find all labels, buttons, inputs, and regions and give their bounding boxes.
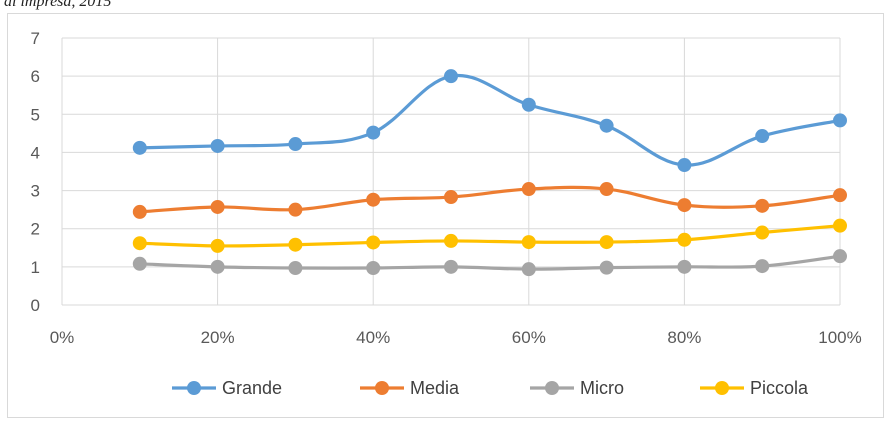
y-tick-label: 6 — [31, 67, 40, 86]
legend-label-grande: Grande — [222, 378, 282, 398]
x-tick-label: 60% — [512, 328, 546, 347]
data-point-media — [599, 182, 614, 197]
series-line-grande — [138, 73, 842, 167]
series-points — [132, 69, 847, 277]
x-axis-tick-labels: 0% 20% 40% 60% 80% 100% — [50, 328, 862, 347]
x-tick-label: 0% — [50, 328, 75, 347]
data-point-grande — [599, 118, 614, 133]
data-point-grande — [755, 129, 770, 144]
data-point-micro — [366, 261, 381, 276]
data-point-piccola — [288, 237, 303, 252]
legend-label-media: Media — [410, 378, 460, 398]
data-point-micro — [521, 262, 536, 277]
legend-label-micro: Micro — [580, 378, 624, 398]
legend-marker-grande — [187, 381, 201, 395]
data-point-media — [288, 202, 303, 217]
data-point-media — [833, 188, 847, 203]
x-tick-label: 20% — [201, 328, 235, 347]
series-line-media — [138, 185, 842, 214]
data-point-micro — [833, 249, 847, 264]
chart-caption: di impresa, 2015 — [4, 0, 112, 10]
data-point-micro — [210, 259, 225, 274]
data-point-grande — [833, 113, 847, 128]
data-point-media — [366, 192, 381, 207]
y-tick-label: 7 — [31, 29, 40, 48]
legend-item-micro: Micro — [530, 378, 624, 398]
y-tick-label: 2 — [31, 220, 40, 239]
legend-marker-piccola — [715, 381, 729, 395]
data-point-media — [132, 204, 147, 219]
data-point-piccola — [366, 235, 381, 250]
data-point-grande — [210, 138, 225, 153]
legend-marker-micro — [545, 381, 559, 395]
data-point-micro — [288, 261, 303, 276]
series-lines — [138, 73, 842, 271]
legend-item-media: Media — [360, 378, 460, 398]
data-point-piccola — [833, 218, 847, 233]
y-tick-label: 0 — [31, 296, 40, 315]
data-point-micro — [444, 259, 458, 274]
data-point-micro — [755, 259, 770, 274]
legend-item-piccola: Piccola — [700, 378, 809, 398]
data-point-piccola — [444, 233, 458, 248]
y-tick-label: 4 — [31, 143, 40, 162]
data-point-piccola — [755, 225, 770, 240]
data-point-media — [521, 182, 536, 197]
data-point-grande — [132, 140, 147, 155]
legend-marker-media — [375, 381, 389, 395]
data-point-micro — [677, 259, 692, 274]
data-point-grande — [677, 158, 692, 173]
data-point-piccola — [599, 235, 614, 250]
data-point-grande — [444, 69, 458, 84]
legend-item-grande: Grande — [172, 378, 282, 398]
legend: Grande Media Micro Piccola — [172, 378, 809, 398]
x-tick-label: 40% — [356, 328, 390, 347]
data-point-micro — [599, 260, 614, 275]
data-point-piccola — [677, 232, 692, 247]
data-point-media — [444, 190, 458, 205]
data-point-grande — [521, 97, 536, 112]
y-tick-label: 5 — [31, 105, 40, 124]
data-point-media — [755, 198, 770, 213]
data-point-media — [677, 198, 692, 213]
series-line-micro — [138, 254, 842, 271]
y-tick-label: 1 — [31, 258, 40, 277]
data-point-piccola — [210, 238, 225, 253]
data-point-piccola — [521, 235, 536, 250]
series-line-piccola — [138, 224, 842, 248]
y-tick-label: 3 — [31, 182, 40, 201]
data-point-micro — [132, 256, 147, 271]
data-point-media — [210, 199, 225, 214]
x-tick-label: 80% — [667, 328, 701, 347]
data-point-piccola — [132, 236, 147, 251]
x-tick-label: 100% — [818, 328, 861, 347]
data-point-grande — [366, 125, 381, 140]
chart-frame — [7, 13, 884, 418]
legend-label-piccola: Piccola — [750, 378, 809, 398]
data-point-grande — [288, 137, 303, 152]
y-axis-tick-labels: 0 1 2 3 4 5 6 7 — [31, 29, 40, 315]
